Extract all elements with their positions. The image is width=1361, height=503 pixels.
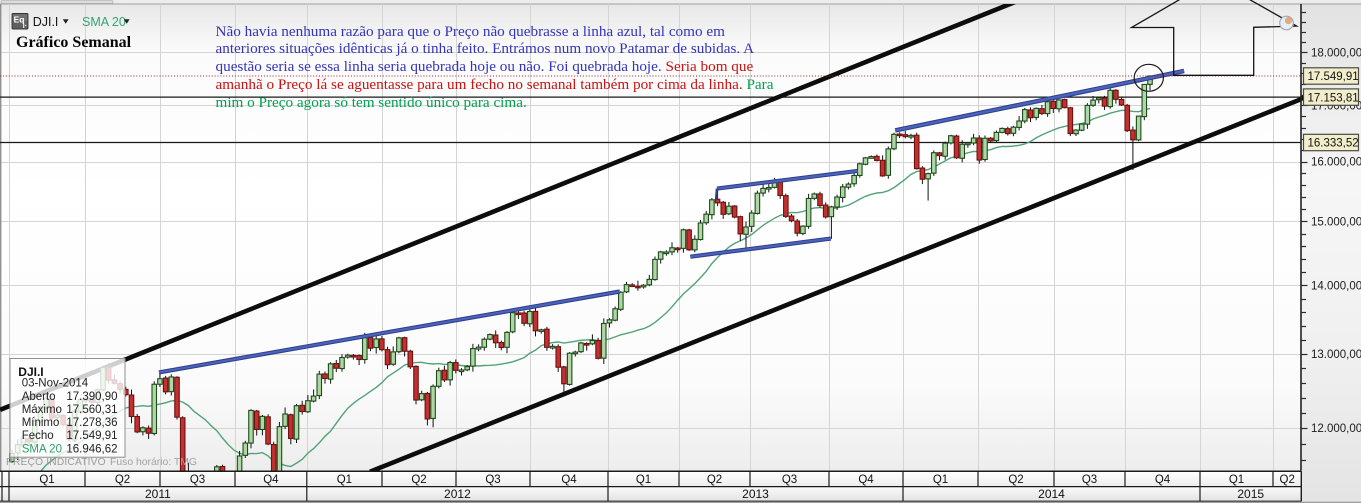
- svg-text:DJI.I: DJI.I: [18, 365, 43, 379]
- svg-text:17.560,31: 17.560,31: [66, 404, 117, 416]
- svg-text:2013: 2013: [742, 487, 769, 501]
- svg-text:Q4: Q4: [561, 474, 577, 486]
- svg-text:Q3: Q3: [1082, 474, 1097, 486]
- svg-text:Eq: Eq: [14, 14, 25, 24]
- svg-text:14.000,00: 14.000,00: [1311, 280, 1361, 292]
- svg-text:17.390,90: 17.390,90: [66, 391, 117, 403]
- svg-text:Q2: Q2: [1008, 474, 1023, 486]
- svg-text:i·: i·: [23, 23, 27, 30]
- svg-text:Mínimo: Mínimo: [22, 417, 60, 429]
- svg-text:Q2: Q2: [707, 474, 722, 486]
- svg-text:Q3: Q3: [782, 474, 797, 486]
- svg-text:17.549,91: 17.549,91: [1308, 71, 1359, 83]
- svg-text:16.946,62: 16.946,62: [66, 443, 117, 455]
- svg-text:2014: 2014: [1038, 487, 1065, 501]
- svg-text:DJI.I: DJI.I: [33, 15, 59, 29]
- svg-text:Q1: Q1: [933, 474, 948, 486]
- svg-text:Q2: Q2: [411, 474, 426, 486]
- svg-text:17.549,91: 17.549,91: [66, 430, 117, 442]
- svg-text:Q2: Q2: [1280, 474, 1295, 486]
- svg-text:13.000,00: 13.000,00: [1311, 349, 1361, 361]
- svg-text:2012: 2012: [444, 487, 471, 501]
- svg-text:Q4: Q4: [1155, 474, 1171, 486]
- svg-text:PREÇO INDICATIVO: PREÇO INDICATIVO: [6, 457, 106, 468]
- svg-text:Q1: Q1: [1229, 474, 1244, 486]
- svg-text:18.000,00: 18.000,00: [1311, 48, 1361, 60]
- svg-text:SMA 20: SMA 20: [22, 443, 62, 455]
- svg-text:17.153,81: 17.153,81: [1308, 92, 1359, 104]
- svg-text:SMA 20: SMA 20: [82, 15, 126, 29]
- svg-text:15.000,00: 15.000,00: [1311, 216, 1361, 228]
- svg-text:Q2: Q2: [115, 474, 130, 486]
- svg-text:Q4: Q4: [858, 474, 874, 486]
- svg-text:Fecho: Fecho: [22, 430, 54, 442]
- svg-text:16.333,52: 16.333,52: [1308, 138, 1359, 150]
- svg-text:Q3: Q3: [485, 474, 500, 486]
- svg-text:Fuso horário: TMG: Fuso horário: TMG: [110, 457, 197, 468]
- svg-text:2015: 2015: [1237, 487, 1264, 501]
- svg-text:Gráfico Semanal: Gráfico Semanal: [16, 34, 132, 51]
- svg-text:12.000,00: 12.000,00: [1311, 423, 1361, 435]
- svg-text:Q1: Q1: [636, 474, 651, 486]
- svg-text:Máximo: Máximo: [22, 404, 62, 416]
- svg-text:17.278,36: 17.278,36: [66, 417, 117, 429]
- svg-text:Q3: Q3: [190, 474, 205, 486]
- svg-text:Aberto: Aberto: [22, 391, 56, 403]
- svg-text:2011: 2011: [145, 487, 171, 501]
- svg-text:16.000,00: 16.000,00: [1311, 157, 1361, 169]
- svg-text:Q1: Q1: [337, 474, 352, 486]
- svg-text:Q1: Q1: [39, 474, 54, 486]
- svg-text:Q4: Q4: [263, 474, 279, 486]
- svg-text:03-Nov-2014: 03-Nov-2014: [22, 378, 89, 390]
